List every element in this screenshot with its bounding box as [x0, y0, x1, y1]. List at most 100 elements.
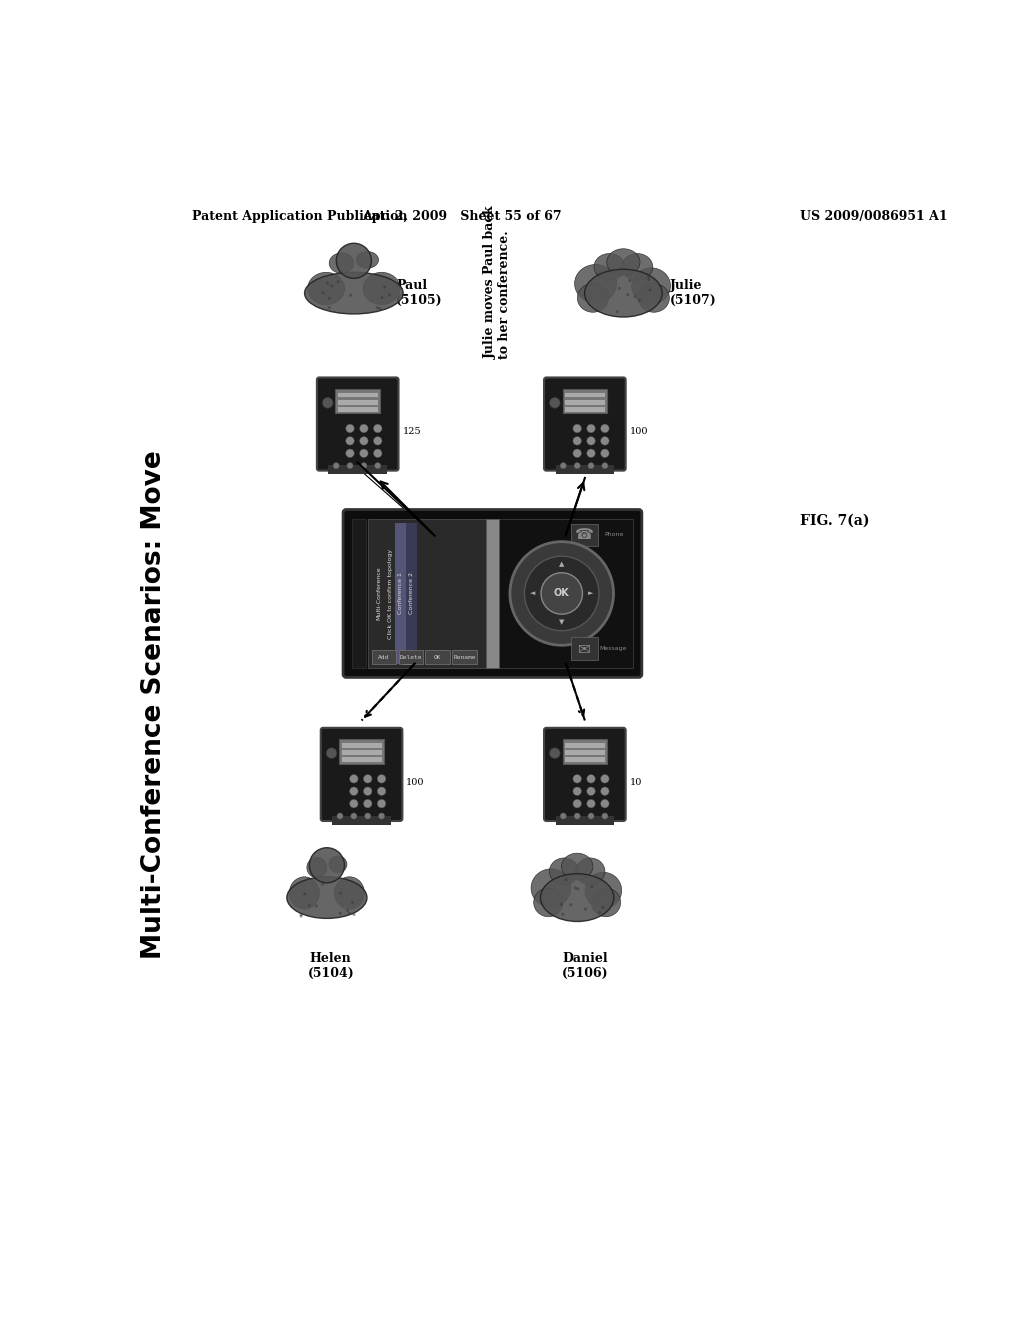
Circle shape [347, 462, 353, 469]
Text: ►: ► [588, 590, 594, 597]
Ellipse shape [534, 888, 563, 916]
Ellipse shape [622, 253, 652, 280]
Bar [453, 651, 477, 664]
Circle shape [541, 573, 583, 614]
Text: Multi-Conference: Multi-Conference [377, 566, 382, 620]
Circle shape [560, 462, 566, 469]
Ellipse shape [287, 876, 367, 919]
Ellipse shape [541, 874, 613, 921]
Circle shape [364, 787, 372, 796]
Text: ▼: ▼ [559, 619, 564, 626]
Bar [486, 519, 499, 668]
Circle shape [339, 892, 342, 895]
Circle shape [359, 449, 368, 458]
Text: 100: 100 [407, 777, 425, 787]
Bar [562, 388, 607, 413]
Circle shape [584, 907, 587, 911]
Ellipse shape [638, 284, 670, 313]
Bar [562, 739, 607, 764]
FancyBboxPatch shape [321, 727, 402, 821]
Ellipse shape [550, 858, 579, 884]
Circle shape [634, 296, 637, 298]
Circle shape [300, 915, 303, 917]
Circle shape [587, 424, 595, 433]
Text: OK: OK [434, 655, 441, 660]
Circle shape [550, 747, 560, 759]
Text: 100: 100 [630, 428, 648, 436]
Text: Rename: Rename [454, 655, 476, 660]
Circle shape [351, 813, 357, 820]
Circle shape [346, 437, 354, 445]
Text: Paul
(5105): Paul (5105) [396, 279, 442, 308]
Circle shape [378, 775, 386, 783]
Bar [425, 651, 451, 664]
Circle shape [359, 437, 368, 445]
Circle shape [333, 462, 339, 469]
Ellipse shape [585, 269, 663, 317]
Ellipse shape [307, 858, 327, 878]
Circle shape [591, 886, 594, 888]
Circle shape [572, 449, 582, 458]
Circle shape [308, 904, 311, 907]
Circle shape [524, 556, 599, 631]
Bar [398, 651, 423, 664]
Circle shape [337, 280, 340, 282]
Circle shape [587, 449, 595, 458]
Ellipse shape [329, 857, 347, 873]
Circle shape [602, 813, 608, 820]
Bar [342, 750, 382, 755]
Ellipse shape [307, 272, 345, 305]
Circle shape [510, 541, 613, 645]
Bar [352, 519, 367, 668]
Circle shape [601, 800, 609, 808]
Text: 115: 115 [441, 523, 461, 532]
Circle shape [598, 911, 601, 913]
Circle shape [381, 296, 384, 300]
Text: Delete: Delete [399, 655, 422, 660]
Text: Julie moves Paul back: Julie moves Paul back [484, 205, 498, 359]
Circle shape [303, 892, 306, 895]
Text: Message: Message [600, 647, 628, 651]
Circle shape [572, 787, 582, 796]
Circle shape [364, 775, 372, 783]
Ellipse shape [561, 853, 593, 880]
Circle shape [597, 273, 600, 276]
Text: ☎: ☎ [574, 528, 594, 543]
Ellipse shape [531, 869, 570, 907]
Text: Click OK to confirm topology: Click OK to confirm topology [387, 548, 392, 639]
Bar [571, 638, 598, 660]
Text: 15: 15 [377, 638, 390, 647]
Circle shape [587, 800, 595, 808]
Circle shape [647, 279, 650, 281]
Circle shape [352, 913, 355, 916]
Bar [338, 400, 378, 404]
Bar [372, 651, 396, 664]
Text: 10: 10 [630, 777, 642, 787]
Circle shape [346, 909, 349, 912]
Bar [402, 523, 414, 664]
Circle shape [374, 424, 382, 433]
Ellipse shape [632, 268, 671, 304]
Circle shape [323, 397, 333, 408]
Circle shape [588, 813, 594, 820]
Circle shape [550, 397, 560, 408]
Text: Helen
(5104): Helen (5104) [307, 952, 354, 979]
Circle shape [572, 424, 582, 433]
Text: 125: 125 [449, 532, 468, 541]
Text: OK: OK [554, 589, 569, 598]
Circle shape [569, 903, 572, 906]
Bar [338, 392, 378, 397]
Circle shape [638, 298, 641, 302]
Circle shape [328, 306, 331, 309]
Circle shape [560, 903, 563, 906]
Bar [565, 400, 605, 404]
Circle shape [601, 906, 604, 909]
Ellipse shape [290, 876, 319, 909]
Ellipse shape [594, 253, 625, 280]
Circle shape [601, 424, 609, 433]
Circle shape [328, 297, 331, 300]
Circle shape [364, 800, 372, 808]
Circle shape [601, 775, 609, 783]
Circle shape [326, 747, 337, 759]
Text: Conference 1: Conference 1 [398, 573, 403, 614]
